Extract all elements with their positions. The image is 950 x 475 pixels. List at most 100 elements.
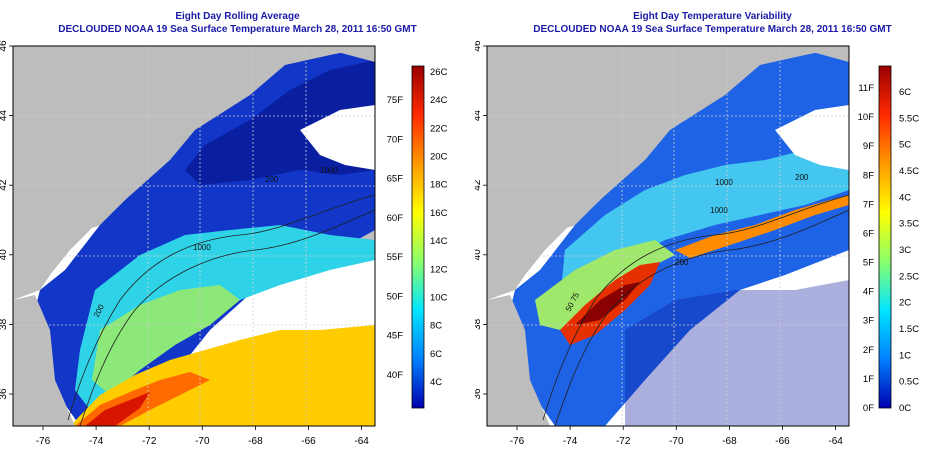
celsius-label: 4C	[430, 377, 442, 388]
celsius-label: 2.5C	[899, 271, 919, 282]
celsius-label: 16C	[430, 208, 448, 219]
map-frame	[12, 45, 376, 427]
rolling-average-subtitle: DECLOUDED NOAA 19 Sea Surface Temperatur…	[58, 24, 417, 35]
celsius-label: 8C	[430, 321, 442, 332]
celsius-label: 24C	[430, 95, 448, 106]
celsius-label: 26C	[430, 67, 448, 78]
fahrenheit-label: 0F	[863, 403, 874, 414]
x-tick-label: -68	[248, 436, 263, 447]
x-tick-label: -72	[616, 436, 631, 447]
x-tick-label: -76	[510, 436, 525, 447]
contour-label: 1000	[715, 178, 733, 187]
y-tick-label: 36	[475, 388, 483, 400]
nova-scotia-cloud	[300, 105, 375, 170]
celsius-label: 14C	[430, 236, 448, 247]
x-tick-label: -74	[563, 436, 578, 447]
slope-water	[75, 225, 375, 410]
fahrenheit-label: 2F	[863, 345, 874, 356]
celsius-label: 10C	[430, 292, 448, 303]
celsius-label: 6C	[899, 87, 911, 98]
fahrenheit-label: 3F	[863, 316, 874, 327]
north-america-landmass	[487, 46, 849, 300]
variability-map-svg: 1000 200 1000 200 50 75 -76 -74 -72 -70 -68-…	[475, 40, 919, 447]
celsius-label: 5.5C	[899, 113, 919, 124]
depth-contour-1000	[79, 209, 376, 427]
fahrenheit-label: 60F	[387, 213, 404, 224]
x-tick-label: -70	[195, 436, 210, 447]
celsius-label: 3C	[899, 245, 911, 256]
y-tick-label: 36	[0, 388, 9, 400]
y-tick-label: 42	[0, 179, 9, 191]
fahrenheit-label: 7F	[863, 199, 874, 210]
fahrenheit-label: 8F	[863, 170, 874, 181]
depth-contour-200	[67, 194, 376, 421]
rolling-average-panel: Eight Day Rolling Average DECLOUDED NOAA…	[0, 11, 448, 447]
x-tick-label: -76	[36, 436, 51, 447]
contour-label: 1000	[193, 243, 211, 252]
fahrenheit-label: 9F	[863, 141, 874, 152]
contour-label: 1000	[710, 206, 728, 215]
latitude-ticks: 36 38 40 42 44 46	[0, 40, 13, 400]
celsius-label: 3.5C	[899, 219, 919, 230]
x-tick-label: -66	[775, 436, 790, 447]
x-tick-label: -64	[354, 436, 369, 447]
celsius-label: 4.5C	[899, 166, 919, 177]
y-tick-label: 46	[475, 40, 483, 52]
x-tick-label: -70	[669, 436, 684, 447]
depth-contour-1000	[554, 209, 850, 427]
longitude-ticks: -76 -74 -72 -70 -68 -66 -64	[36, 426, 369, 447]
x-tick-label: -72	[142, 436, 157, 447]
celsius-label: 22C	[430, 123, 448, 134]
fahrenheit-label: 6F	[863, 228, 874, 239]
y-tick-label: 44	[475, 110, 483, 122]
fahrenheit-label: 5F	[863, 258, 874, 269]
north-america-landmass	[13, 46, 375, 300]
variability-colorbar	[878, 65, 892, 409]
fahrenheit-label: 11F	[858, 83, 874, 94]
celsius-label: 4C	[899, 192, 911, 203]
fahrenheit-label: 55F	[387, 252, 404, 263]
sst-colorbar	[411, 65, 425, 409]
fahrenheit-label: 65F	[387, 174, 404, 185]
fahrenheit-label: 1F	[863, 374, 874, 385]
rolling-average-title: Eight Day Rolling Average	[175, 11, 300, 22]
x-tick-label: -74	[89, 436, 104, 447]
mid-atlantic-coast	[487, 295, 550, 426]
celsius-label: 12C	[430, 264, 448, 275]
fahrenheit-label: 40F	[387, 370, 404, 381]
fahrenheit-label: 75F	[387, 95, 404, 106]
fahrenheit-label: 70F	[387, 134, 404, 145]
x-tick-label: -68	[722, 436, 737, 447]
offshore-low-variability	[625, 280, 849, 426]
lat-lon-grid	[13, 46, 375, 426]
contour-label: 200	[795, 173, 809, 182]
map-frame	[486, 45, 850, 427]
variability-subtitle: DECLOUDED NOAA 19 Sea Surface Temperatur…	[533, 24, 892, 35]
celsius-scale: 6C 5.5C 5C 4.5C 4C 3.5C 3C 2.5C 2C 1.5C 1C 0.5C 0C	[899, 87, 919, 414]
celsius-label: 1C	[899, 350, 911, 361]
variability-title: Eight Day Temperature Variability	[633, 11, 792, 22]
y-tick-label: 38	[475, 318, 483, 330]
fahrenheit-label: 10F	[858, 112, 875, 123]
fahrenheit-scale: 11F 10F 9F 8F 7F 6F 5F 4F 3F 2F 1F 0F	[858, 83, 875, 414]
slope-water-warm	[92, 285, 240, 395]
celsius-label: 0.5C	[899, 377, 919, 388]
fahrenheit-scale: 75F 70F 65F 60F 55F 50F 45F 40F	[387, 95, 404, 381]
fahrenheit-label: 4F	[863, 287, 874, 298]
longitude-ticks: -76 -74 -72 -70 -68 -66 -64	[510, 426, 843, 447]
shelf-variability-high	[535, 240, 675, 330]
celsius-label: 20C	[430, 152, 448, 163]
celsius-scale: 26C 24C 22C 20C 18C 16C 14C 12C 10C 8C 6C 4C	[430, 67, 448, 388]
celsius-label: 0C	[899, 403, 911, 414]
celsius-label: 5C	[899, 140, 911, 151]
shelf-variability-mid	[560, 140, 849, 300]
mid-atlantic-coast	[13, 295, 75, 426]
fahrenheit-label: 50F	[387, 291, 404, 302]
y-tick-label: 40	[0, 249, 9, 261]
celsius-label: 6C	[430, 349, 442, 360]
y-tick-label: 40	[475, 249, 483, 261]
contour-label: 1000	[320, 166, 338, 175]
latitude-ticks: 36 38 40 42 44 46	[475, 40, 487, 400]
y-tick-label: 42	[475, 179, 483, 191]
variability-panel: Eight Day Temperature Variability DECLOU…	[475, 0, 950, 475]
